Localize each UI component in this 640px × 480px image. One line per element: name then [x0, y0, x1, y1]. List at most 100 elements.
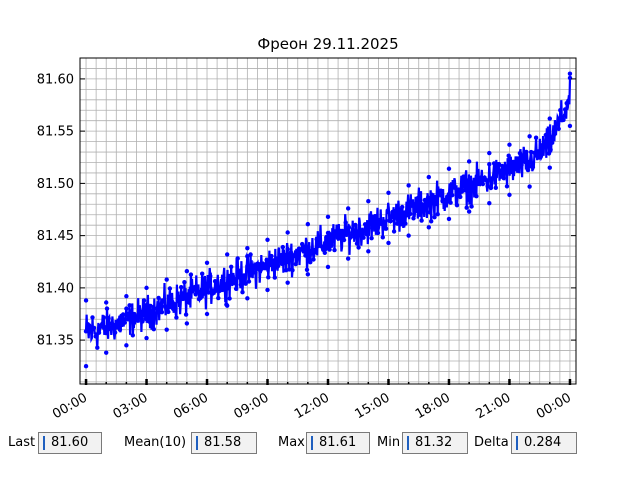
data-point: [421, 209, 426, 214]
mean-value-field[interactable]: 81.58: [191, 432, 257, 454]
data-point: [237, 275, 242, 280]
data-point: [306, 245, 311, 250]
data-point: [251, 265, 256, 271]
data-point: [141, 298, 147, 303]
data-point: [426, 225, 432, 230]
min-value-field[interactable]: 81.32: [402, 432, 468, 454]
data-point: [480, 181, 485, 187]
delta-value-field[interactable]: 0.284: [511, 432, 577, 454]
data-point: [547, 116, 552, 121]
data-point: [354, 241, 360, 246]
data-point: [83, 329, 89, 334]
data-point: [132, 311, 137, 317]
data-point: [214, 288, 219, 293]
data-point: [487, 201, 492, 206]
data-point: [503, 167, 508, 173]
data-point: [208, 273, 213, 279]
data-point: [390, 209, 395, 215]
data-point: [567, 71, 573, 76]
data-point: [293, 261, 298, 267]
data-point: [104, 350, 109, 355]
data-point: [501, 176, 506, 181]
data-point: [540, 146, 545, 151]
data-point: [230, 274, 235, 279]
data-point: [524, 149, 529, 155]
data-point: [380, 235, 385, 240]
data-point: [282, 260, 287, 266]
data-point: [487, 162, 492, 167]
data-point: [567, 123, 573, 129]
x-tick-label: 15:00: [353, 390, 393, 422]
data-point: [462, 188, 468, 193]
data-point: [535, 150, 540, 155]
data-point: [361, 235, 366, 240]
data-point: [553, 126, 558, 132]
data-point: [506, 153, 511, 158]
chart-grid: [80, 57, 576, 384]
data-point: [158, 302, 163, 307]
data-point: [527, 134, 532, 139]
data-point: [308, 260, 313, 265]
data-point: [356, 245, 361, 250]
x-tick-label: 18:00: [413, 390, 453, 422]
data-point: [467, 177, 473, 183]
data-point: [461, 174, 466, 179]
x-tick-label: 00:00: [50, 390, 90, 422]
data-point: [330, 238, 335, 243]
data-point: [212, 279, 218, 284]
data-point: [264, 257, 269, 263]
data-point: [408, 211, 413, 217]
data-point: [487, 150, 492, 156]
max-value-field[interactable]: 81.61: [306, 432, 370, 454]
data-point: [362, 222, 368, 227]
data-point: [400, 204, 405, 210]
data-point: [164, 327, 169, 332]
data-point: [382, 219, 387, 224]
data-point: [253, 270, 258, 275]
data-point: [525, 167, 531, 173]
data-point: [533, 135, 539, 140]
data-point: [280, 244, 285, 250]
chart-title: Фреон 29.11.2025: [257, 35, 398, 53]
data-point: [422, 197, 427, 203]
last-label: Last: [8, 435, 36, 450]
data-point: [427, 210, 432, 215]
data-point: [200, 271, 205, 276]
data-point: [403, 221, 408, 226]
data-point: [271, 264, 276, 269]
data-point: [319, 244, 324, 249]
data-point: [504, 184, 510, 189]
data-point: [547, 165, 552, 170]
data-point: [144, 335, 149, 341]
data-point: [146, 319, 152, 324]
data-point: [172, 302, 177, 307]
data-point: [225, 286, 231, 291]
x-tick-label: 09:00: [232, 390, 272, 422]
data-point: [124, 343, 129, 348]
data-point: [556, 126, 561, 131]
data-point: [401, 217, 406, 222]
data-point: [437, 192, 442, 197]
data-point: [235, 256, 240, 261]
data-point: [108, 326, 113, 332]
y-tick-label: 81.60: [37, 72, 74, 87]
data-point: [558, 108, 563, 113]
data-point: [314, 237, 319, 242]
data-point: [148, 303, 153, 309]
data-point: [145, 302, 150, 307]
data-point: [567, 75, 573, 81]
data-point: [325, 230, 331, 236]
data-point: [232, 280, 237, 286]
data-point: [112, 330, 118, 335]
data-point: [433, 196, 439, 201]
data-point: [245, 296, 250, 301]
data-point: [179, 285, 184, 290]
y-tick-label: 81.55: [37, 125, 74, 140]
data-point: [430, 195, 435, 201]
data-point: [414, 208, 419, 213]
data-point: [130, 333, 135, 338]
data-point: [426, 174, 432, 180]
min-label: Min: [377, 435, 401, 450]
last-value-field[interactable]: 81.60: [38, 432, 102, 454]
data-point: [124, 294, 129, 299]
